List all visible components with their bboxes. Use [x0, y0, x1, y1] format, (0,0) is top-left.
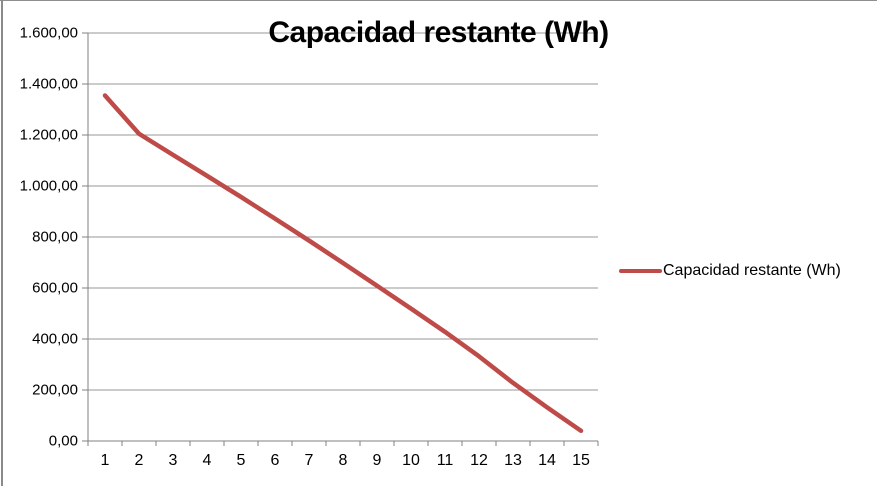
- x-axis-tick-label: 9: [372, 452, 382, 469]
- y-axis-tick-label: 600,00: [32, 279, 78, 297]
- x-axis-tick-label: 13: [504, 452, 522, 469]
- y-axis-tick-label: 800,00: [32, 228, 78, 246]
- window-top-edge: [0, 0, 877, 1]
- y-axis-tick-label: 200,00: [32, 381, 78, 399]
- y-axis-tick-label: 1.600,00: [19, 24, 78, 42]
- x-axis-tick-label: 10: [402, 452, 420, 469]
- x-axis-tick-label: 14: [538, 452, 556, 469]
- x-axis-tick-label: 11: [436, 452, 454, 469]
- y-axis-tick-label: 400,00: [32, 330, 78, 348]
- legend: Capacidad restante (Wh): [619, 262, 841, 280]
- x-axis-tick-label: 15: [572, 452, 590, 469]
- x-axis-tick-label: 8: [338, 452, 348, 469]
- y-axis-tick-label: 1.200,00: [19, 126, 78, 144]
- y-axis-tick-label: 0,00: [48, 432, 78, 450]
- x-axis-tick-label: 3: [168, 452, 178, 469]
- chart-title: Capacidad restante (Wh): [268, 16, 609, 49]
- x-axis-tick-label: 6: [270, 452, 280, 469]
- y-axis-tick-label: 1.400,00: [19, 75, 78, 93]
- x-axis-tick-label: 12: [470, 452, 488, 469]
- x-axis-tick-label: 7: [304, 452, 314, 469]
- y-axis-tick-label: 1.000,00: [19, 177, 78, 195]
- series-line-capacidad-restante: [102, 93, 584, 434]
- window-left-edge: [1, 0, 3, 486]
- x-axis-tick-label: 1: [100, 452, 110, 469]
- legend-line-swatch: [619, 269, 662, 273]
- x-axis-tick-label: 2: [134, 452, 144, 469]
- x-axis-tick-label: 4: [202, 452, 212, 469]
- x-axis-tick-label: 5: [236, 452, 246, 469]
- legend-label: Capacidad restante (Wh): [663, 262, 841, 279]
